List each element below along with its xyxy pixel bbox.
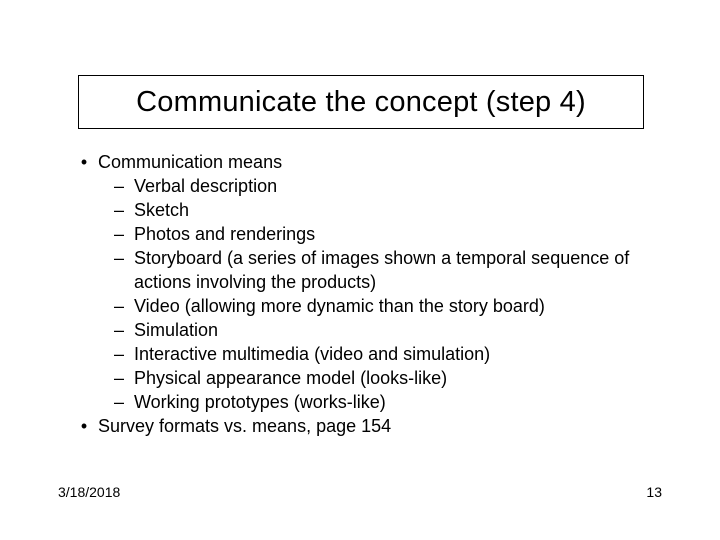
sub-bullet-item: – Working prototypes (works-like) [98,390,660,414]
bullet-text: Photos and renderings [134,222,660,246]
bullet-text: Storyboard (a series of images shown a t… [134,246,660,294]
bullet-item: • Survey formats vs. means, page 154 [70,414,660,438]
bullet-text: Communication means [98,150,660,174]
bullet-item: • Communication means [70,150,660,174]
bullet-marker: – [98,390,134,414]
footer-page-number: 13 [646,484,662,500]
sub-bullet-item: – Video (allowing more dynamic than the … [98,294,660,318]
slide-body: • Communication means – Verbal descripti… [70,150,660,438]
slide-title: Communicate the concept (step 4) [136,86,586,119]
bullet-marker: – [98,222,134,246]
sub-bullet-item: – Physical appearance model (looks-like) [98,366,660,390]
sub-bullet-item: – Verbal description [98,174,660,198]
footer-date: 3/18/2018 [58,484,120,500]
bullet-marker: – [98,366,134,390]
bullet-marker: – [98,174,134,198]
bullet-text: Verbal description [134,174,660,198]
bullet-marker: – [98,198,134,222]
bullet-text: Simulation [134,318,660,342]
bullet-text: Sketch [134,198,660,222]
slide-footer: 3/18/2018 13 [58,484,662,500]
sub-bullet-item: – Sketch [98,198,660,222]
sub-bullet-list: – Verbal description – Sketch – Photos a… [98,174,660,414]
bullet-text: Survey formats vs. means, page 154 [98,414,660,438]
bullet-marker: • [70,150,98,174]
slide: Communicate the concept (step 4) • Commu… [0,0,720,540]
sub-bullet-item: – Interactive multimedia (video and simu… [98,342,660,366]
bullet-text: Physical appearance model (looks-like) [134,366,660,390]
sub-bullet-item: – Simulation [98,318,660,342]
bullet-text: Interactive multimedia (video and simula… [134,342,660,366]
bullet-marker: • [70,414,98,438]
sub-bullet-item: – Storyboard (a series of images shown a… [98,246,660,294]
bullet-marker: – [98,294,134,318]
title-box: Communicate the concept (step 4) [78,75,644,129]
bullet-marker: – [98,246,134,294]
sub-bullet-item: – Photos and renderings [98,222,660,246]
bullet-marker: – [98,318,134,342]
bullet-marker: – [98,342,134,366]
bullet-text: Video (allowing more dynamic than the st… [134,294,660,318]
bullet-text: Working prototypes (works-like) [134,390,660,414]
